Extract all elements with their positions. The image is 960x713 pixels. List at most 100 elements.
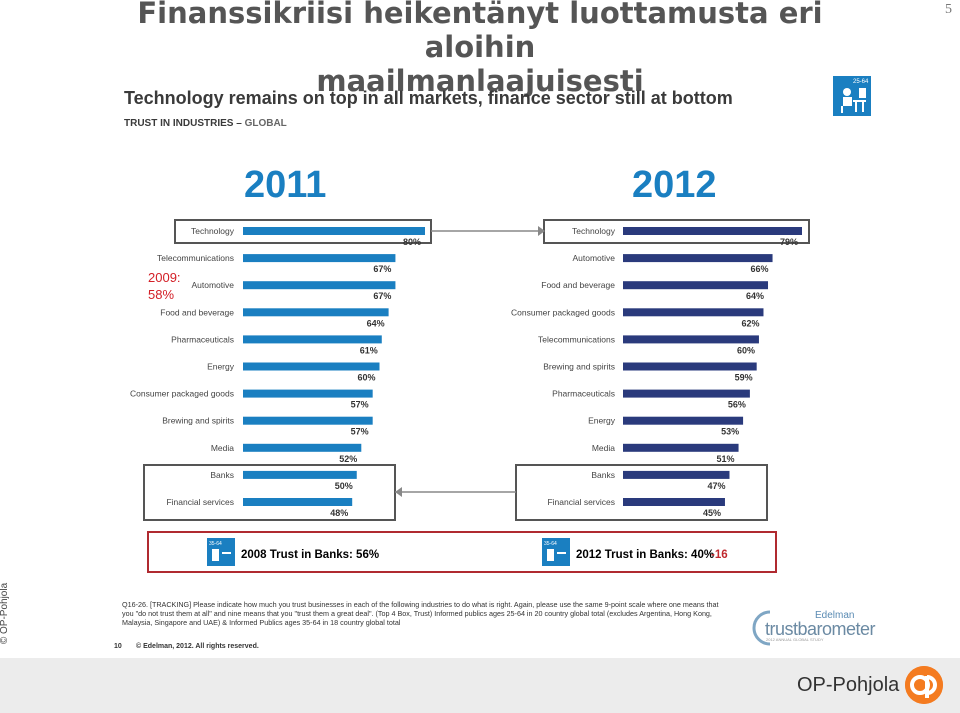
trustbarometer-subtext: 2012 ANNUAL GLOBAL STUDY: [766, 637, 824, 642]
category-label-2012-consumer-packaged-goods: Consumer packaged goods: [511, 307, 615, 317]
trustbarometer-logo: [752, 610, 771, 646]
chart-subhead: TRUST IN INDUSTRIES – GLOBAL: [124, 118, 287, 129]
op-pohjola-logo-icon: [905, 666, 943, 704]
value-label-2011-brewing-and-spirits: 57%: [351, 427, 369, 437]
year-2011: 2011: [244, 164, 327, 206]
badge-2008-tag: 35-64: [209, 541, 222, 547]
category-label-2011-telecommunications: Telecommunications: [157, 253, 234, 263]
bar-2012-brewing-and-spirits: [623, 362, 757, 371]
bar-2011-energy: [243, 362, 380, 371]
category-label-2011-technology: Technology: [191, 226, 235, 236]
bar-2011-brewing-and-spirits: [243, 416, 373, 425]
footnote-copyright: © Edelman, 2012. All rights reserved.: [136, 643, 259, 650]
banks-summary-box: [147, 531, 777, 573]
bar-2012-financial-services: [623, 498, 725, 506]
value-label-2012-financial-services: 45%: [703, 508, 721, 518]
slide-title-line1: Finanssikriisi heikentänyt luottamusta e…: [137, 0, 823, 64]
bar-2011-food-and-beverage: [243, 308, 389, 317]
subhead-main: TRUST IN INDUSTRIES –: [124, 118, 245, 129]
bar-2012-energy: [623, 416, 744, 425]
chart-headline: Technology remains on top in all markets…: [124, 88, 733, 108]
company-name: OP-Pohjola: [797, 674, 900, 696]
page-number: 5: [945, 2, 952, 17]
bar-2011-automotive: [243, 281, 396, 290]
category-label-2011-brewing-and-spirits: Brewing and spirits: [162, 416, 234, 426]
value-label-2011-consumer-packaged-goods: 57%: [351, 400, 369, 410]
category-label-2012-telecommunications: Telecommunications: [538, 334, 615, 344]
value-label-2011-automotive: 67%: [373, 291, 391, 301]
informed-public-icon: 25-64: [833, 76, 871, 116]
slide-title-line2: maailmanlaajuisesti: [316, 64, 644, 98]
trustbarometer-logo-text: trustbarometer: [765, 619, 876, 639]
side-copyright-text: © OP-Pohjola: [0, 582, 11, 645]
bars-2012: Technology 79% Automotive 66% Food and bever…: [511, 226, 802, 518]
bar-2011-financial-services: [243, 498, 353, 506]
bar-2011-media: [243, 443, 362, 452]
tech-connector-arrow: [538, 226, 545, 236]
value-label-2012-media: 51%: [717, 454, 735, 464]
bar-2012-media: [623, 443, 739, 452]
icon-age-tag: 25-64: [853, 79, 869, 85]
value-label-2012-technology: 79%: [780, 237, 798, 247]
slide-title: Finanssikriisi heikentänyt luottamusta e…: [95, 0, 865, 98]
bar-2012-consumer-packaged-goods: [623, 308, 764, 317]
value-label-2011-banks: 50%: [335, 481, 353, 491]
bar-2011-pharmaceuticals: [243, 335, 382, 344]
bar-2012-pharmaceuticals: [623, 389, 750, 398]
bar-2011-telecommunications: [243, 254, 396, 263]
category-label-2012-food-and-beverage: Food and beverage: [541, 280, 615, 290]
annotation-2009-year: 2009:: [148, 270, 181, 285]
category-label-2011-energy: Energy: [207, 362, 235, 372]
value-label-2012-telecommunications: 60%: [737, 345, 755, 355]
edelman-logo-text: Edelman: [815, 610, 855, 621]
subhead-scope: GLOBAL: [244, 118, 287, 129]
bar-2012-telecommunications: [623, 335, 759, 344]
value-label-2011-food-and-beverage: 64%: [367, 318, 385, 328]
category-label-2011-food-and-beverage: Food and beverage: [160, 307, 234, 317]
bar-2012-food-and-beverage: [623, 281, 769, 290]
value-label-2012-food-and-beverage: 64%: [746, 291, 764, 301]
category-label-2011-banks: Banks: [210, 470, 234, 480]
value-label-2011-financial-services: 48%: [330, 508, 348, 518]
trust-in-industries-chart: Technology 80% Telecommunications 67% Automo…: [130, 219, 810, 573]
annotation-2009-value: 58%: [148, 287, 175, 302]
value-label-2011-pharmaceuticals: 61%: [360, 345, 378, 355]
badge-2012-tag: 35-64: [544, 541, 557, 547]
category-label-2011-pharmaceuticals: Pharmaceuticals: [171, 334, 234, 344]
category-label-2012-banks: Banks: [591, 470, 615, 480]
bars-2011: Technology 80% Telecommunications 67% Automo…: [130, 226, 425, 518]
value-label-2012-banks: 47%: [707, 481, 725, 491]
category-label-2011-consumer-packaged-goods: Consumer packaged goods: [130, 389, 234, 399]
bar-2011-technology: [243, 227, 425, 235]
category-label-2012-automotive: Automotive: [572, 253, 615, 263]
banks-connector-arrow: [395, 487, 402, 497]
annotation-2009: 2009: 58%: [148, 269, 181, 303]
trust-banks-2008: 2008 Trust in Banks: 56%: [241, 549, 379, 561]
value-label-2012-pharmaceuticals: 56%: [728, 400, 746, 410]
category-label-2011-automotive: Automotive: [191, 280, 234, 290]
footer-band: [0, 658, 960, 713]
value-label-2011-technology: 80%: [403, 237, 421, 247]
category-label-2011-media: Media: [211, 443, 234, 453]
bar-2011-consumer-packaged-goods: [243, 389, 373, 398]
year-2012: 2012: [632, 164, 717, 206]
category-label-2012-media: Media: [592, 443, 615, 453]
value-label-2011-energy: 60%: [358, 373, 376, 383]
value-label-2011-telecommunications: 67%: [373, 264, 391, 274]
trust-banks-change: -16: [711, 549, 728, 561]
category-label-2011-financial-services: Financial services: [166, 497, 234, 507]
value-label-2012-consumer-packaged-goods: 62%: [741, 318, 759, 328]
value-label-2012-energy: 53%: [721, 427, 739, 437]
value-label-2011-media: 52%: [339, 454, 357, 464]
bar-2012-banks: [623, 470, 730, 479]
footnote-page: 10: [114, 643, 122, 650]
value-label-2012-brewing-and-spirits: 59%: [735, 373, 753, 383]
category-label-2012-brewing-and-spirits: Brewing and spirits: [543, 362, 615, 372]
bar-2012-automotive: [623, 254, 773, 263]
side-copyright: © OP-Pohjola: [0, 582, 18, 652]
bar-2012-technology: [623, 227, 802, 235]
category-label-2012-pharmaceuticals: Pharmaceuticals: [552, 389, 615, 399]
trust-banks-2012: 2012 Trust in Banks: 40%: [576, 549, 714, 561]
category-label-2012-technology: Technology: [572, 226, 616, 236]
bar-2011-banks: [243, 470, 357, 479]
